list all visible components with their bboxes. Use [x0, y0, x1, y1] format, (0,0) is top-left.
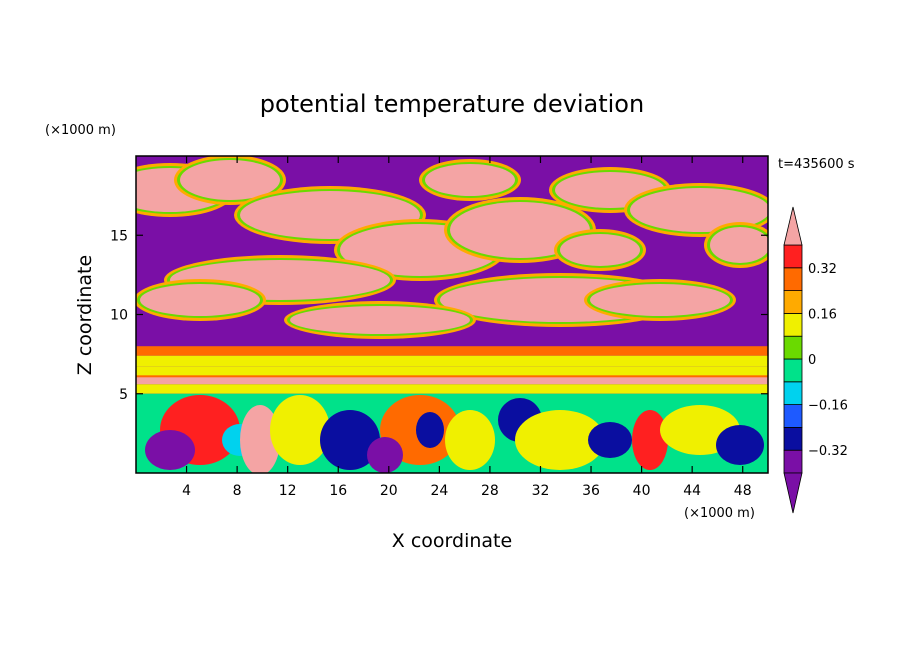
x-axis-label: X coordinate [392, 530, 512, 552]
colorbar-label: 0 [808, 353, 816, 368]
contour-region [320, 410, 380, 470]
x-tick-label: 44 [683, 483, 701, 499]
colorbar-label: −0.16 [808, 399, 848, 414]
x-tick-label: 12 [279, 483, 297, 499]
y-axis-label: Z coordinate [74, 255, 96, 375]
contour-region [180, 160, 280, 200]
contour-region [145, 430, 195, 470]
contour-band [136, 375, 768, 378]
contour-region [560, 234, 640, 266]
x-tick-label: 48 [734, 483, 752, 499]
contour-region [588, 422, 632, 458]
y-axis: 5 10 15 [110, 228, 768, 403]
contour-band [136, 355, 768, 367]
contour-region [290, 306, 470, 334]
x-tick-label: 24 [430, 483, 448, 499]
contour-region [416, 412, 444, 448]
contour-field [136, 156, 768, 473]
contour-region [270, 395, 330, 465]
colorbar-segment [783, 358, 803, 383]
contour-band [136, 366, 768, 377]
chart-title: potential temperature deviation [260, 90, 644, 118]
upper-layer-blobs [136, 156, 768, 339]
contour-region [710, 227, 768, 263]
contour-band [136, 384, 768, 394]
colorbar-label: 0.32 [808, 262, 837, 277]
colorbar-segment [783, 290, 803, 314]
x-tick-label: 4 [182, 483, 191, 499]
contour-band [136, 346, 768, 356]
contour-region [367, 437, 403, 473]
y-unit-label: (×1000 m) [45, 123, 116, 138]
x-tick-label: 8 [233, 483, 242, 499]
colorbar-segment [783, 426, 803, 451]
y-tick-label: 5 [119, 387, 128, 403]
colorbar-segment [783, 381, 803, 405]
x-tick-label: 16 [329, 483, 347, 499]
colorbar-label: 0.16 [808, 307, 837, 322]
mid-level-bands [136, 346, 768, 394]
time-label: t=435600 s [778, 157, 855, 172]
colorbar-over-arrow [783, 206, 803, 246]
contour-region [590, 284, 730, 316]
colorbar-segment [783, 449, 803, 474]
lower-layer-eddies [136, 393, 768, 473]
colorbar-under-arrow [783, 472, 803, 514]
contour-region [632, 410, 668, 470]
contour-region [445, 410, 495, 470]
y-tick-label: 15 [110, 228, 128, 244]
colorbar: 0.32 0.16 0 −0.16 −0.32 [783, 206, 848, 514]
contour-region [515, 410, 605, 470]
x-tick-label: 40 [633, 483, 651, 499]
contour-region [140, 284, 260, 316]
contour-region [450, 202, 590, 258]
x-tick-label: 36 [582, 483, 600, 499]
contour-region [716, 425, 764, 465]
x-tick-label: 28 [481, 483, 499, 499]
colorbar-segment [783, 404, 803, 428]
colorbar-segment [783, 244, 803, 269]
x-tick-label: 32 [532, 483, 550, 499]
x-unit-label: (×1000 m) [684, 506, 755, 521]
y-tick-label: 10 [110, 308, 128, 324]
contour-region [630, 188, 768, 232]
contour-band [136, 376, 768, 385]
colorbar-segment [783, 312, 803, 337]
contour-region [240, 405, 280, 473]
x-tick-label: 20 [380, 483, 398, 499]
contour-region [425, 164, 515, 196]
colorbar-label: −0.32 [808, 444, 848, 459]
colorbar-segment [783, 335, 803, 360]
x-axis: 4 8 12 16 20 24 28 32 36 40 44 48 [182, 156, 752, 499]
colorbar-segment [783, 267, 803, 291]
